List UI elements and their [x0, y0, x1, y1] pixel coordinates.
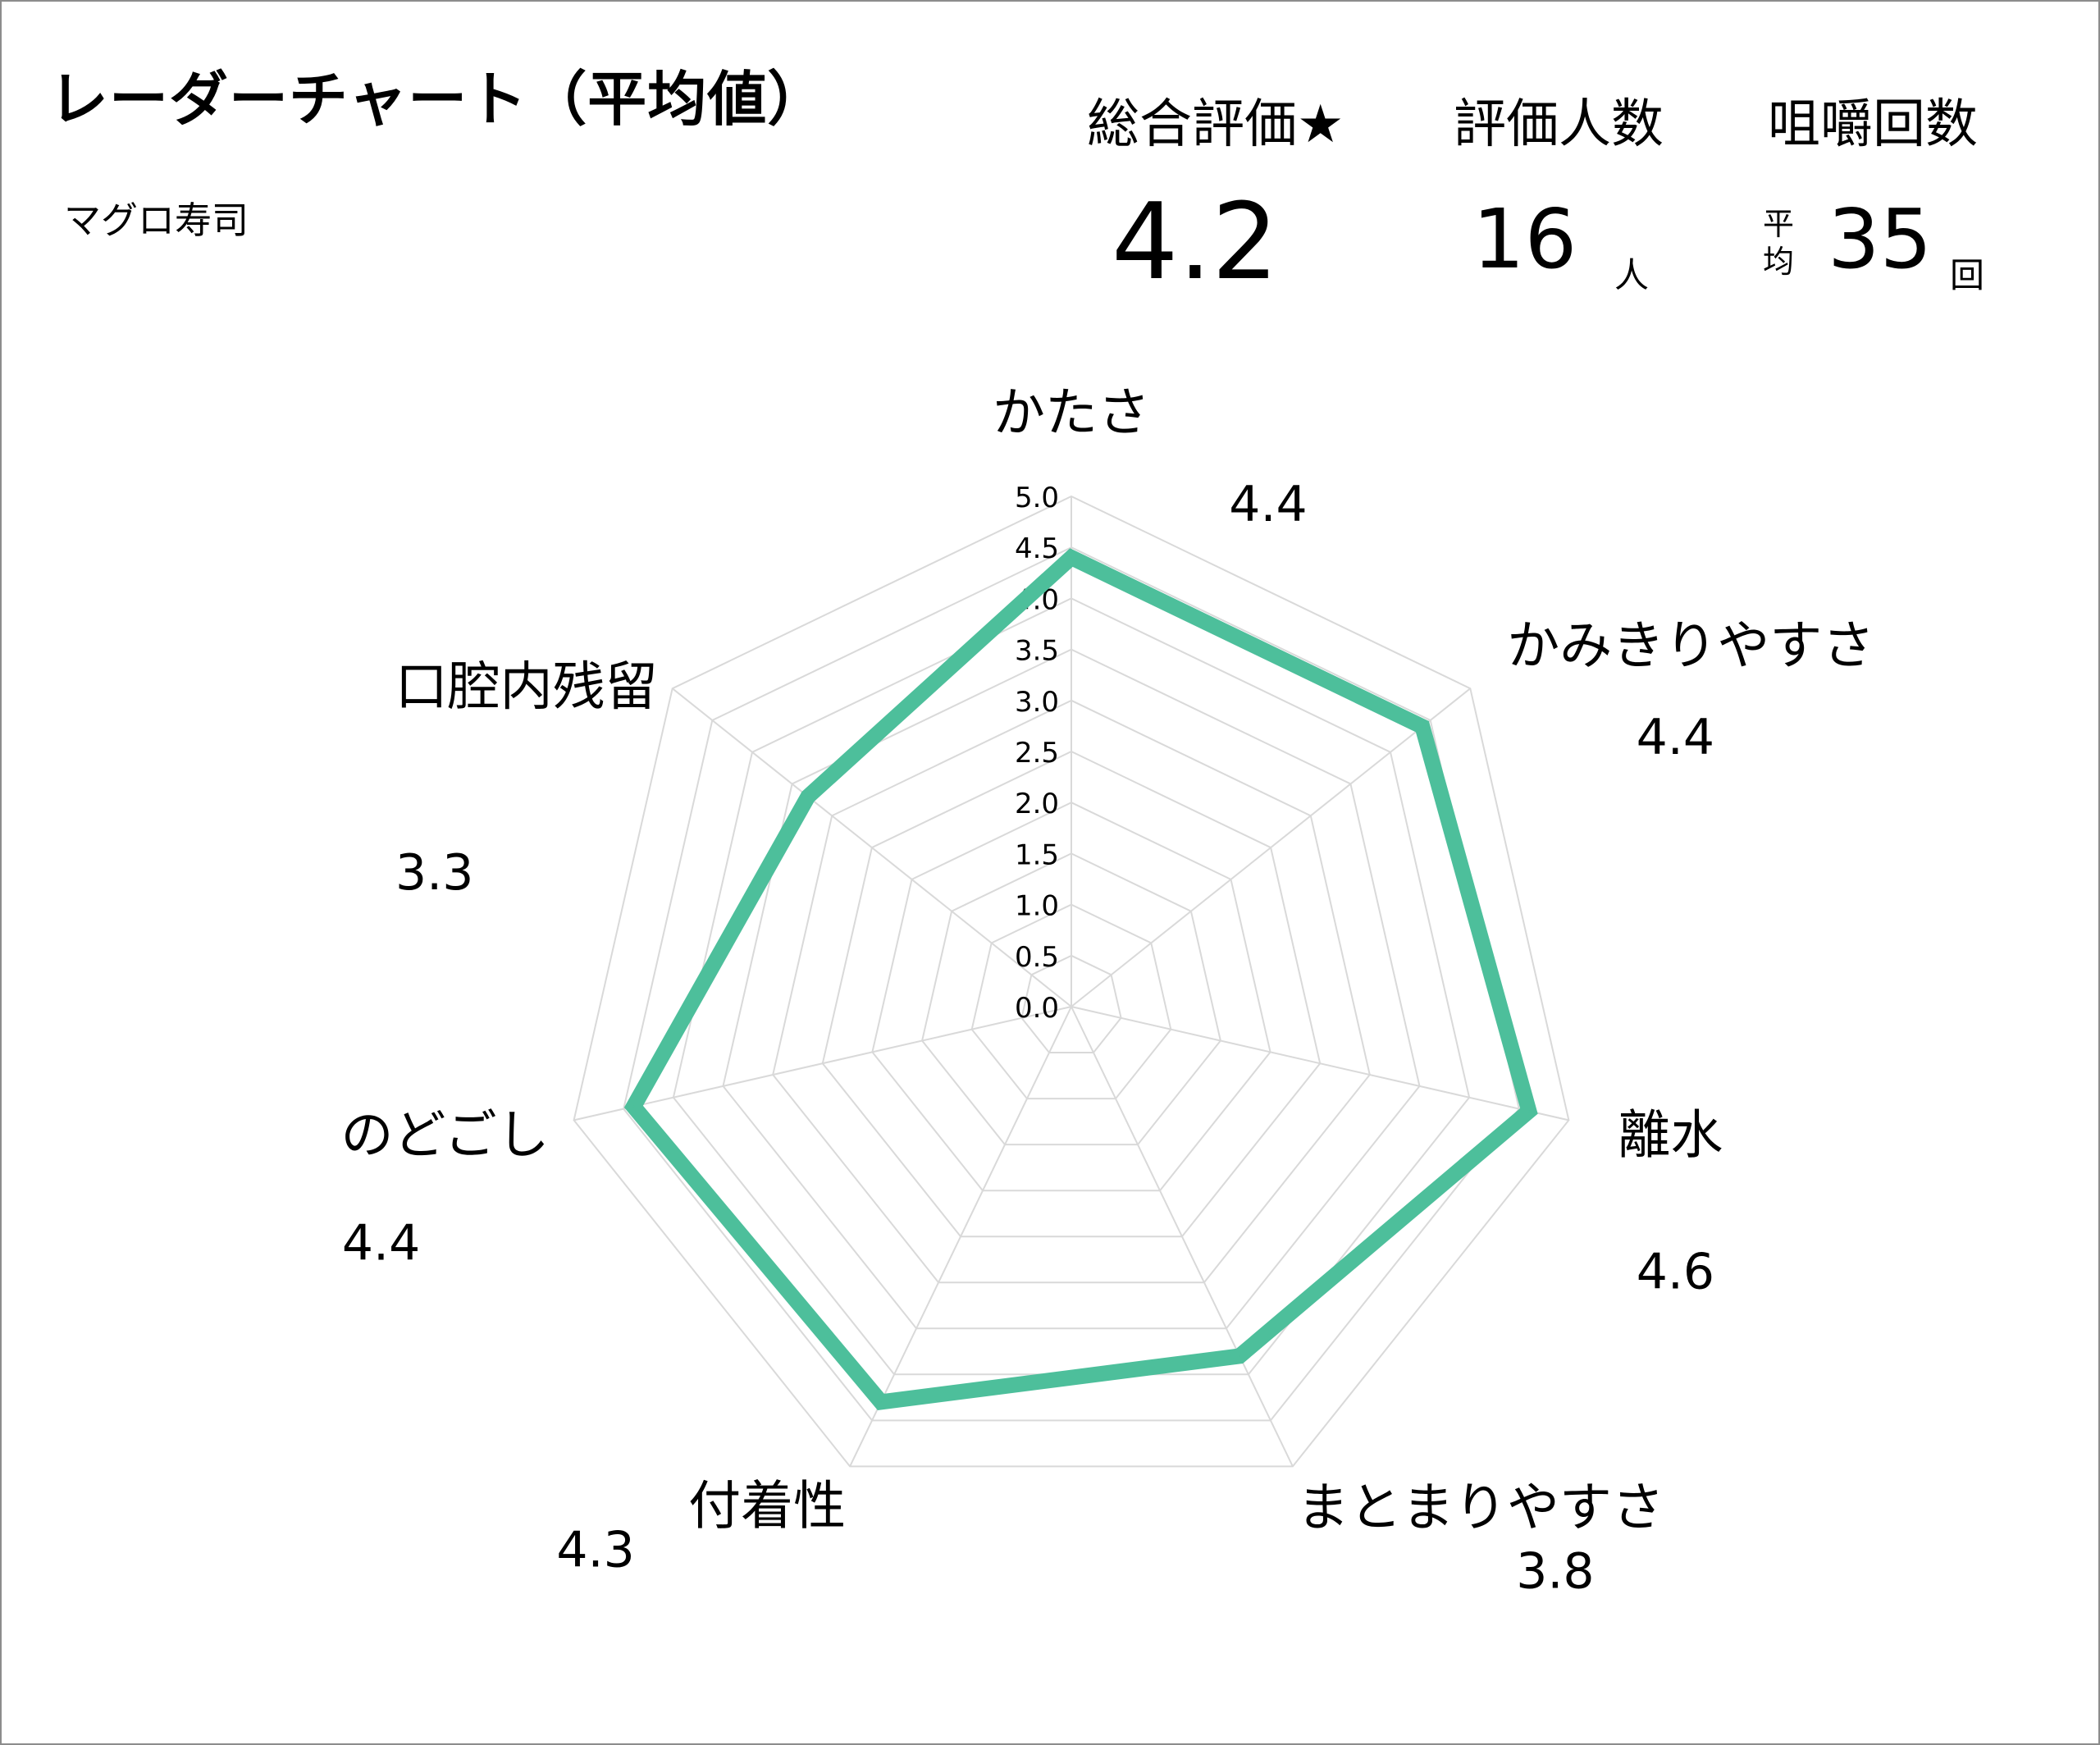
category-label: まとまりやすさ [1297, 1478, 1664, 1538]
chew-count-unit: 回 [1950, 255, 1985, 295]
category-label: かみきりやすさ [1507, 616, 1874, 677]
data-point [879, 1400, 882, 1403]
data-label: 4.6 [1637, 1243, 1714, 1300]
chew-count-value: 35 [1828, 191, 1933, 287]
data-label: 3.3 [395, 844, 473, 902]
radar-grid [573, 495, 1570, 1468]
category-label: のどごし [341, 1105, 550, 1166]
series-layer [623, 548, 1538, 1410]
category-label: 離水 [1618, 1105, 1723, 1166]
chew-prefix-char-1: 平 [1762, 206, 1794, 242]
data-label: 3.8 [1516, 1542, 1594, 1600]
grid-spoke [672, 687, 1072, 1007]
grid-ring [821, 750, 1322, 1238]
chart-subtitle: マグロ寿司 [64, 199, 249, 242]
data-point [1421, 725, 1423, 728]
tick-label: 0.0 [1015, 992, 1059, 1025]
grid-ring [921, 852, 1221, 1146]
chew-average-prefix: 平 均 [1759, 205, 1798, 281]
tick-label: 2.5 [1015, 737, 1059, 770]
grid-spoke [1071, 687, 1471, 1007]
grid-spoke [1071, 1006, 1569, 1121]
rater-count-unit: 人 [1614, 255, 1650, 295]
grid-ring [1020, 954, 1122, 1053]
tick-label: 0.5 [1015, 941, 1059, 974]
data-point [1239, 1354, 1241, 1357]
grid-ring [871, 802, 1271, 1192]
chew-count-label: 咀嚼回数 [1768, 94, 1978, 155]
category-label: 口腔内残留 [395, 657, 658, 718]
radial-axis-ticks: 0.00.51.01.52.02.53.03.54.04.55.0 [1015, 482, 1059, 1025]
tick-label: 4.5 [1015, 532, 1059, 565]
series-line [623, 548, 1538, 1410]
data-label: 4.3 [556, 1521, 634, 1578]
tick-label: 1.0 [1015, 890, 1059, 923]
data-label: 4.4 [342, 1214, 420, 1272]
grid-ring [970, 903, 1172, 1100]
tick-label: 5.0 [1015, 482, 1059, 514]
data-point [807, 796, 809, 797]
grid-ring [772, 699, 1371, 1284]
category-label: 付着性 [688, 1476, 846, 1537]
grid-ring [573, 495, 1570, 1468]
data-label: 4.4 [1637, 709, 1714, 766]
grid-spoke [1071, 1006, 1294, 1467]
tick-label: 1.5 [1015, 838, 1059, 871]
rater-count-value: 16 [1472, 191, 1577, 287]
data-point [1527, 1110, 1530, 1112]
grid-spoke [573, 1006, 1072, 1121]
chew-prefix-char-2: 均 [1762, 244, 1794, 280]
rater-count-label: 評価人数 [1454, 94, 1664, 155]
tick-label: 3.0 [1015, 686, 1059, 719]
tick-label: 2.0 [1015, 788, 1059, 820]
overall-rating-value: 4.2 [1112, 181, 1279, 304]
grid-spoke [849, 1006, 1072, 1467]
data-point [632, 1105, 635, 1108]
category-label: かたさ [993, 383, 1150, 444]
overall-rating-label: 総合評価★ [1087, 94, 1344, 155]
chart-title: レーダーチャート（平均値） [49, 65, 828, 134]
data-label: 4.4 [1229, 476, 1307, 533]
tick-label: 3.5 [1015, 635, 1059, 668]
data-point [1071, 556, 1072, 559]
